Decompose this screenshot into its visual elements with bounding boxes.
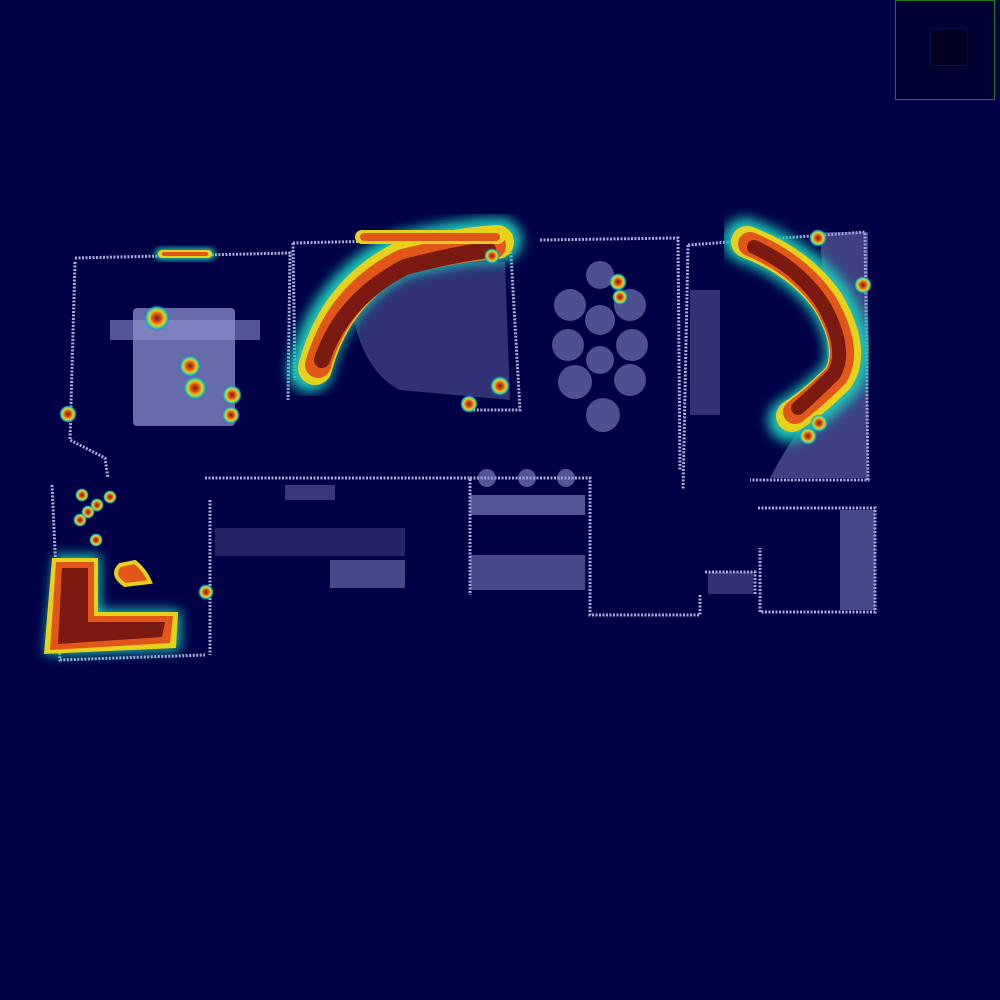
wall-living-left bbox=[291, 242, 297, 381]
minimap-viewport-indicator[interactable] bbox=[930, 28, 968, 66]
small-cabinet bbox=[708, 572, 753, 594]
counter-left bbox=[215, 528, 405, 556]
heat-center-round-table bbox=[609, 273, 628, 305]
heat-bedroom-bed bbox=[59, 305, 242, 424]
right-cabinet bbox=[690, 290, 720, 415]
wall-right-left bbox=[681, 244, 690, 491]
heat-living-sofa bbox=[288, 218, 522, 413]
heatmap-layer bbox=[44, 218, 872, 655]
living-floor bbox=[350, 261, 510, 400]
wall-office bbox=[50, 484, 206, 662]
sideboard bbox=[330, 560, 405, 588]
wall-center-block bbox=[470, 476, 702, 617]
heat-right-curved-sofa bbox=[723, 218, 872, 445]
heat-bedroom-top-strip bbox=[155, 248, 215, 260]
wall-bedroom-top bbox=[74, 251, 292, 401]
kitchen-island bbox=[470, 555, 585, 590]
heat-left-l-shaped-desk bbox=[44, 488, 214, 655]
wall-bedroom bbox=[68, 261, 110, 479]
wall-dining bbox=[539, 236, 682, 471]
dining-table bbox=[552, 261, 648, 432]
right-lower-room bbox=[840, 510, 875, 610]
shelf bbox=[285, 485, 335, 500]
kitchen-counter bbox=[470, 495, 585, 515]
wall-right-lower bbox=[758, 506, 877, 614]
minimap[interactable] bbox=[895, 0, 995, 100]
wall-right-mid bbox=[705, 570, 757, 595]
